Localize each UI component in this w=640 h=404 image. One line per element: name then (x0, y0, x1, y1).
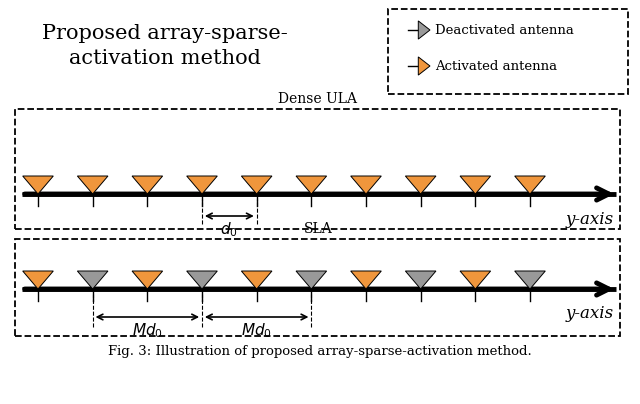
Polygon shape (187, 176, 218, 194)
Polygon shape (241, 176, 272, 194)
Polygon shape (22, 176, 53, 194)
Polygon shape (132, 176, 163, 194)
Bar (15, 109, 620, 229)
Polygon shape (132, 271, 163, 289)
Text: y-axis: y-axis (566, 305, 614, 322)
Polygon shape (351, 271, 381, 289)
Polygon shape (460, 271, 491, 289)
Polygon shape (515, 176, 545, 194)
Bar (15, 239, 620, 336)
Polygon shape (515, 271, 545, 289)
Bar (388, 9, 628, 94)
Text: $Md_0$: $Md_0$ (241, 322, 272, 340)
Text: Activated antenna: Activated antenna (435, 59, 557, 72)
Text: Deactivated antenna: Deactivated antenna (435, 23, 574, 36)
Text: SLA: SLA (303, 222, 332, 236)
Polygon shape (419, 57, 430, 75)
Text: $d_0$: $d_0$ (220, 221, 238, 239)
Polygon shape (351, 176, 381, 194)
Polygon shape (405, 271, 436, 289)
Polygon shape (296, 176, 326, 194)
Polygon shape (77, 176, 108, 194)
Polygon shape (460, 176, 491, 194)
Text: $Md_0$: $Md_0$ (132, 322, 163, 340)
Text: Fig. 3: Illustration of proposed array-sparse-activation method.: Fig. 3: Illustration of proposed array-s… (108, 345, 532, 358)
Polygon shape (296, 271, 326, 289)
Text: y-axis: y-axis (566, 210, 614, 227)
Polygon shape (22, 271, 53, 289)
Polygon shape (405, 176, 436, 194)
Polygon shape (419, 21, 430, 39)
Text: Proposed array-sparse-
activation method: Proposed array-sparse- activation method (42, 24, 288, 68)
Text: Dense ULA: Dense ULA (278, 92, 358, 106)
Polygon shape (241, 271, 272, 289)
Polygon shape (187, 271, 218, 289)
Polygon shape (77, 271, 108, 289)
